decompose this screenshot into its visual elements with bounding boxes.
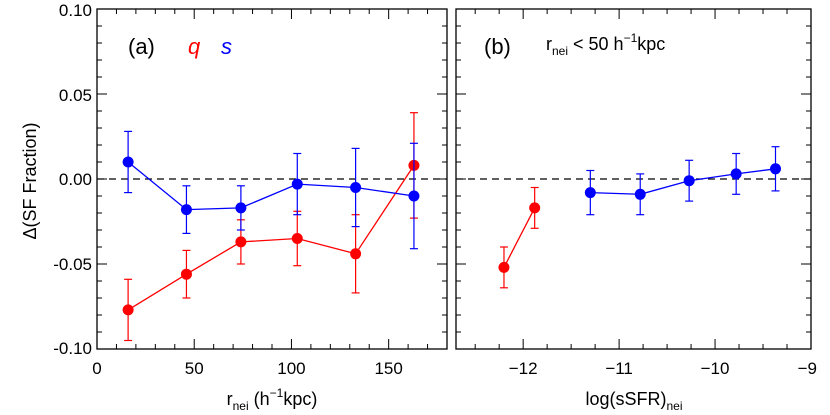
series-q-point [235,236,247,248]
x-tick-label: 0 [92,359,101,378]
y-tick-labels: 0.10 0.05 0.00 -0.05 -0.10 [53,1,92,358]
y-tick-label: -0.10 [53,339,92,358]
ann-sup: −1 [624,31,638,45]
ann-tail: kpc [637,34,665,54]
panel-a-label: (a) [128,34,155,59]
series-s-point [408,190,420,202]
x-title-sub: nei [233,399,249,413]
panel-a-ticks [96,8,448,350]
series-q-line [127,165,415,311]
x-title-unit-sup: −1 [270,386,284,400]
ann-r: r [546,34,552,54]
y-axis-title-main: (SF Fraction) [20,122,40,227]
series-s-point [683,175,695,187]
panel-a-x-tick-labels: 0 50 100 150 [92,359,403,378]
series-s-point [634,188,646,200]
x-title-main: log(sSFR) [585,389,666,409]
x-tick-label: −12 [509,359,538,378]
series-s-point [350,182,362,193]
x-title-unit-close: kpc) [283,389,317,409]
series-s-point [584,187,596,199]
ann-rest: < 50 h [568,34,624,54]
panel-b-x-axis-title: log(sSFR)nei [585,389,682,413]
y-tick-label: 0.10 [59,1,92,20]
y-axis-title-prefix: Δ [20,227,40,239]
series-s-line [127,161,415,211]
panel-b: −12 −11 −10 −9 (b) rnei < 50 h−1kpc log(… [455,8,817,413]
panel-b-annotation: rnei < 50 h−1kpc [546,31,665,58]
series-q-point [122,304,134,316]
y-axis-title: Δ(SF Fraction) [20,122,40,239]
panel-b-ticks [456,8,812,350]
series-q-point [350,248,362,260]
x-tick-label: 150 [374,359,402,378]
series-s-point [235,202,247,214]
legend-q-label: q [188,34,201,59]
x-tick-label: −10 [701,359,730,378]
series-s-line [590,168,776,195]
y-tick-label: 0.05 [59,86,92,105]
x-tick-label: 100 [277,359,305,378]
x-tick-label: −11 [605,359,633,378]
series-q-point [498,261,510,273]
panel-b-x-tick-labels: −12 −11 −10 −9 [509,359,817,378]
x-tick-label: 50 [185,359,204,378]
legend-s-label: s [221,34,232,59]
series-q-line [503,207,536,268]
x-tick-label: −9 [798,359,817,378]
panel-b-series [498,146,781,289]
series-q-point [180,268,192,280]
series-s-point [291,178,303,190]
series-s-point [122,156,134,168]
series-q-point [291,233,303,244]
y-tick-label: 0.00 [59,170,92,189]
panel-b-label: (b) [484,34,511,59]
x-title-sub: nei [667,399,683,413]
x-title-main: r [227,389,233,409]
series-s-point [180,204,192,216]
panel-a-x-axis-title: rnei (h−1kpc) [227,386,318,413]
y-tick-label: -0.05 [53,255,92,274]
series-s-point [730,168,742,180]
series-s-point [770,163,781,175]
ann-sub: nei [552,44,568,58]
panel-a-series [122,112,420,342]
series-q-point [529,202,541,214]
x-title-unit-open: (h [249,389,270,409]
panel-a: 0 50 100 150 (a) q s rnei (h−1kpc) [92,8,448,413]
